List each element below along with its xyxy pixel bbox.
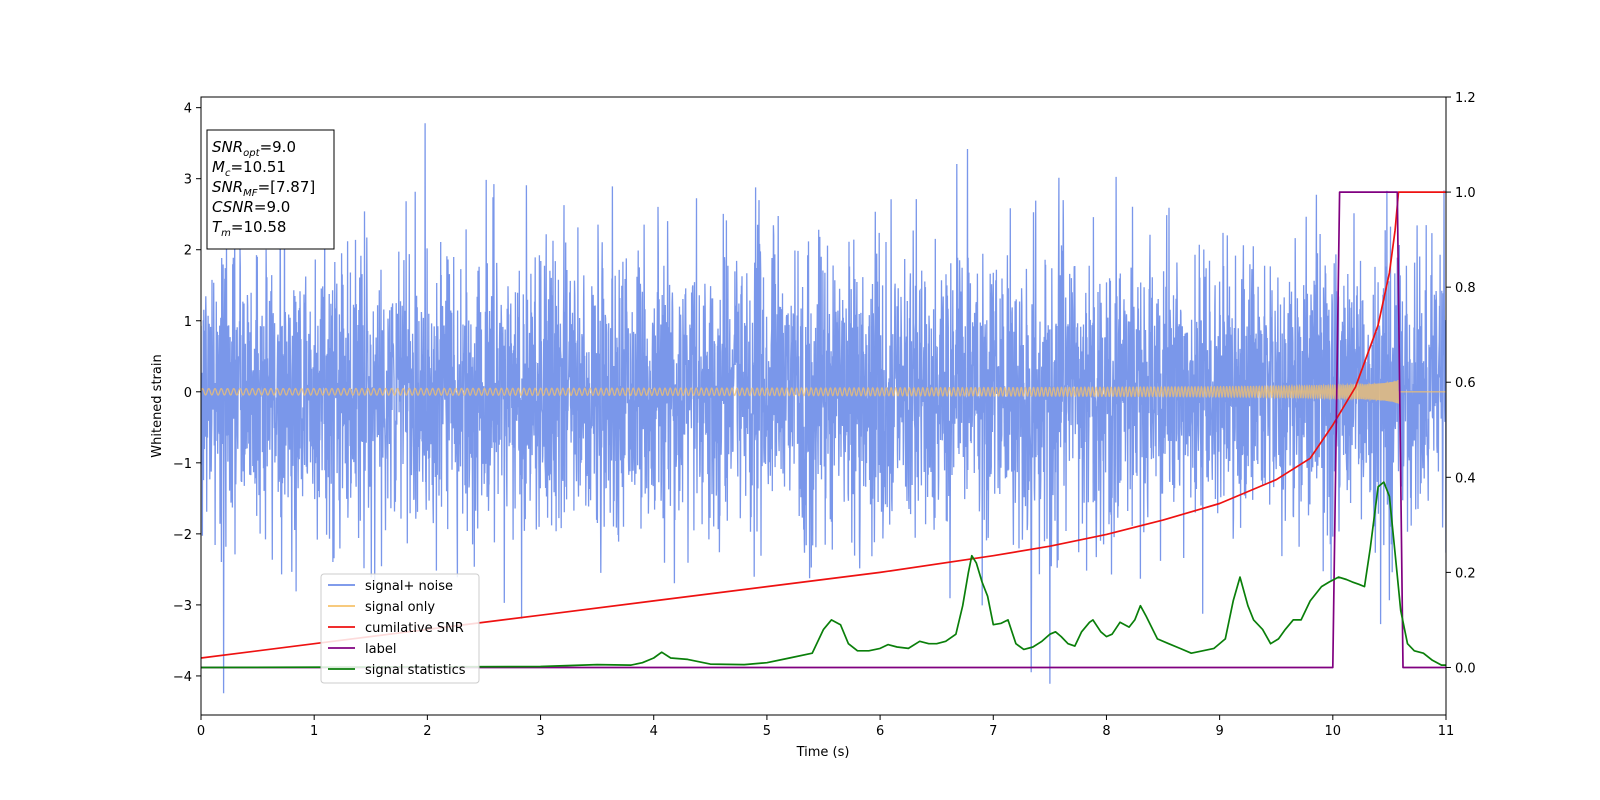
y-right-tick-label: 1.0 bbox=[1455, 186, 1476, 201]
y-axis-label: Whitened strain bbox=[150, 354, 165, 457]
x-tick-label: 7 bbox=[989, 724, 997, 739]
annotation-line: Mc=10.51 bbox=[212, 158, 286, 179]
y-right-tick-label: 0.0 bbox=[1455, 661, 1476, 676]
x-tick-label: 0 bbox=[197, 724, 205, 739]
annotation-frame bbox=[206, 129, 335, 250]
series-signal-only bbox=[201, 379, 1446, 404]
x-tick-label: 5 bbox=[763, 724, 771, 739]
y-right-tick-label: 0.8 bbox=[1455, 281, 1476, 296]
y-left-tick-label: 1 bbox=[184, 315, 192, 330]
series-label bbox=[201, 191, 1446, 669]
series-signal-statistics bbox=[201, 481, 1446, 669]
y-left-tick-label: 4 bbox=[184, 102, 192, 117]
y-right-tick-label: 1.2 bbox=[1455, 91, 1476, 106]
y-left-tick-label: 3 bbox=[184, 173, 192, 188]
series-cumilative-snr bbox=[201, 191, 1446, 659]
x-axis-label: Time (s) bbox=[796, 745, 850, 760]
x-tick-label: 3 bbox=[536, 724, 544, 739]
x-tick-label: 8 bbox=[1102, 724, 1110, 739]
y-left-tick-label: −3 bbox=[173, 599, 192, 614]
legend-frame bbox=[320, 573, 480, 684]
y-right-tick-label: 0.6 bbox=[1455, 376, 1476, 391]
y-left-tick-label: −2 bbox=[173, 528, 192, 543]
y-left-tick-label: −4 bbox=[173, 670, 192, 685]
y-right-tick-label: 0.4 bbox=[1455, 471, 1476, 486]
x-tick-label: 9 bbox=[1215, 724, 1223, 739]
annotation-line: CSNR=9.0 bbox=[212, 198, 290, 216]
x-axis: 0 1 2 3 4 5 6 7 8 9 10 11 bbox=[197, 715, 1454, 739]
y-axis-right: 0.0 0.2 0.4 0.6 0.8 1.0 1.2 bbox=[1446, 91, 1476, 676]
legend-label-cumilative-snr: cumilative SNR bbox=[365, 621, 464, 636]
legend-label-label: label bbox=[365, 642, 396, 657]
y-left-tick-label: 0 bbox=[184, 386, 192, 401]
annotation-line: SNRMF=[7.87] bbox=[212, 178, 315, 199]
y-axis-left: −4 −3 −2 −1 0 1 2 3 4 bbox=[173, 102, 201, 685]
y-left-tick-label: 2 bbox=[184, 244, 192, 259]
plot-area bbox=[201, 123, 1446, 694]
x-tick-label: 4 bbox=[650, 724, 658, 739]
annotation-line: SNRopt=9.0 bbox=[212, 138, 296, 159]
legend-label-signal-statistics: signal statistics bbox=[365, 663, 466, 678]
y-right-tick-label: 0.2 bbox=[1455, 566, 1476, 581]
series-signal-noise bbox=[201, 123, 1446, 694]
y-left-tick-label: −1 bbox=[173, 457, 192, 472]
x-tick-label: 2 bbox=[423, 724, 431, 739]
x-tick-label: 6 bbox=[876, 724, 884, 739]
x-tick-label: 10 bbox=[1325, 724, 1342, 739]
legend-label-signal-only: signal only bbox=[365, 600, 435, 615]
x-tick-label: 1 bbox=[310, 724, 318, 739]
annotation-line: Tm=10.58 bbox=[212, 218, 286, 239]
legend: signal+ noise signal only cumilative SNR la… bbox=[320, 573, 480, 684]
plot-frame bbox=[200, 96, 1447, 716]
x-tick-label: 11 bbox=[1438, 724, 1455, 739]
legend-label-signal-noise: signal+ noise bbox=[365, 579, 453, 594]
